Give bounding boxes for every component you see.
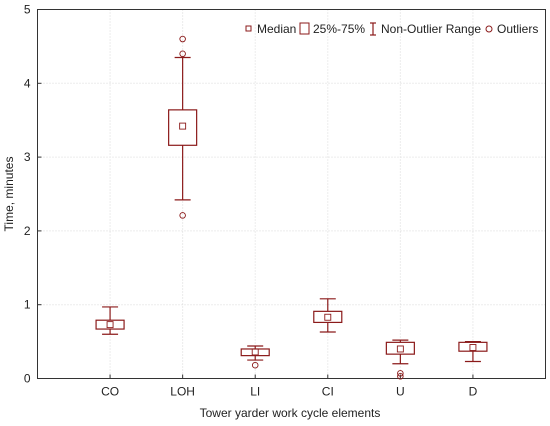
median-marker — [469, 344, 477, 351]
x-tick-label: U — [396, 385, 405, 399]
outlier-point — [179, 35, 186, 43]
box-li — [240, 345, 270, 369]
box-ci — [313, 298, 343, 333]
outlier-point — [179, 50, 186, 58]
x-tick-label: CI — [322, 385, 334, 399]
iqr-box — [168, 109, 198, 146]
box-loh — [168, 35, 198, 219]
outlier-point — [251, 361, 259, 369]
y-tick-label: 1 — [24, 298, 31, 312]
y-tick-label: 2 — [24, 224, 31, 238]
outlier-point — [397, 370, 404, 377]
outlier-point — [179, 212, 186, 219]
legend-median-icon — [245, 25, 252, 32]
median-marker — [179, 122, 187, 130]
x-axis-title: Tower yarder work cycle elements — [200, 406, 381, 420]
x-tick-label: LI — [250, 385, 260, 399]
y-axis-title: Time, minutes — [2, 157, 16, 232]
legend-range-icon — [370, 22, 376, 36]
legend-range-label: Non-Outlier Range — [381, 22, 481, 36]
x-axis: CO LOH LI CI U D — [101, 374, 478, 399]
box-co — [95, 306, 125, 335]
grid — [37, 9, 546, 379]
median-marker — [251, 348, 259, 356]
plot-frame — [37, 9, 546, 379]
legend-box-label: 25%-75% — [313, 22, 365, 36]
box-d — [458, 341, 488, 363]
outlier-point — [397, 373, 404, 380]
legend-median-label: Median — [257, 22, 296, 36]
x-tick-label: CO — [101, 385, 119, 399]
x-tick-label: LOH — [170, 385, 195, 399]
median-marker — [324, 313, 332, 321]
iqr-box — [313, 310, 343, 324]
legend: Median 25%-75% Non-Outlier Range Outlier… — [245, 22, 538, 36]
x-tick-label: D — [469, 385, 478, 399]
legend-outliers-label: Outliers — [497, 22, 538, 36]
iqr-box — [385, 341, 415, 355]
y-tick-label: 5 — [24, 3, 31, 17]
y-tick-label: 0 — [24, 372, 31, 386]
iqr-box — [458, 341, 488, 352]
iqr-box — [95, 319, 125, 330]
legend-box-icon — [299, 22, 310, 35]
median-marker — [396, 345, 404, 353]
box-u — [385, 339, 415, 380]
boxes — [95, 35, 488, 380]
y-axis: 0 1 2 3 4 5 — [24, 3, 42, 386]
y-tick-label: 3 — [24, 150, 31, 164]
y-tick-label: 4 — [24, 76, 31, 90]
median-marker — [106, 321, 114, 329]
legend-outlier-icon — [485, 25, 493, 33]
